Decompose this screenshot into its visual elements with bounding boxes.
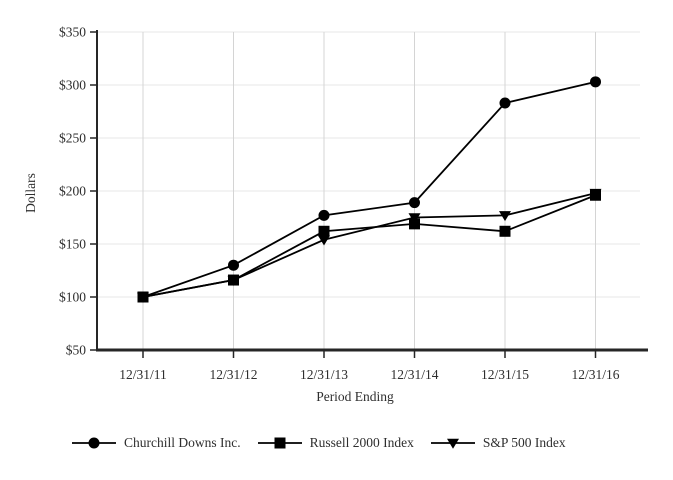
svg-text:$100: $100 — [59, 290, 86, 305]
legend-label-russell-2000: Russell 2000 Index — [309, 435, 414, 450]
svg-text:12/31/11: 12/31/11 — [119, 367, 167, 382]
x-axis-title: Period Ending — [316, 389, 394, 404]
plot-area: $50 $100 $150 $200 $250 $300 $350 12/31/11 12/31… — [59, 25, 648, 382]
svg-text:12/31/16: 12/31/16 — [571, 367, 619, 382]
svg-text:12/31/13: 12/31/13 — [300, 367, 348, 382]
square-marker-icon — [257, 435, 302, 451]
svg-text:12/31/12: 12/31/12 — [209, 367, 257, 382]
svg-text:12/31/15: 12/31/15 — [481, 367, 529, 382]
svg-text:$300: $300 — [59, 78, 86, 93]
legend: Churchill Downs Inc. Russell 2000 Index … — [72, 435, 566, 451]
svg-text:12/31/14: 12/31/14 — [390, 367, 438, 382]
svg-text:$150: $150 — [59, 237, 86, 252]
circle-marker-icon — [72, 435, 116, 451]
triangle-marker-icon — [430, 435, 475, 451]
svg-text:$50: $50 — [66, 343, 87, 358]
legend-label-sp-500: S&P 500 Index — [482, 435, 566, 450]
legend-item-russell-2000: Russell 2000 Index — [257, 435, 414, 451]
svg-text:$250: $250 — [59, 131, 86, 146]
svg-text:$350: $350 — [59, 25, 86, 40]
legend-item-churchill-downs: Churchill Downs Inc. — [72, 435, 241, 451]
legend-label-churchill-downs: Churchill Downs Inc. — [124, 435, 241, 450]
legend-item-sp-500: S&P 500 Index — [430, 435, 566, 451]
y-axis-title: Dollars — [23, 173, 38, 213]
svg-text:$200: $200 — [59, 184, 86, 199]
